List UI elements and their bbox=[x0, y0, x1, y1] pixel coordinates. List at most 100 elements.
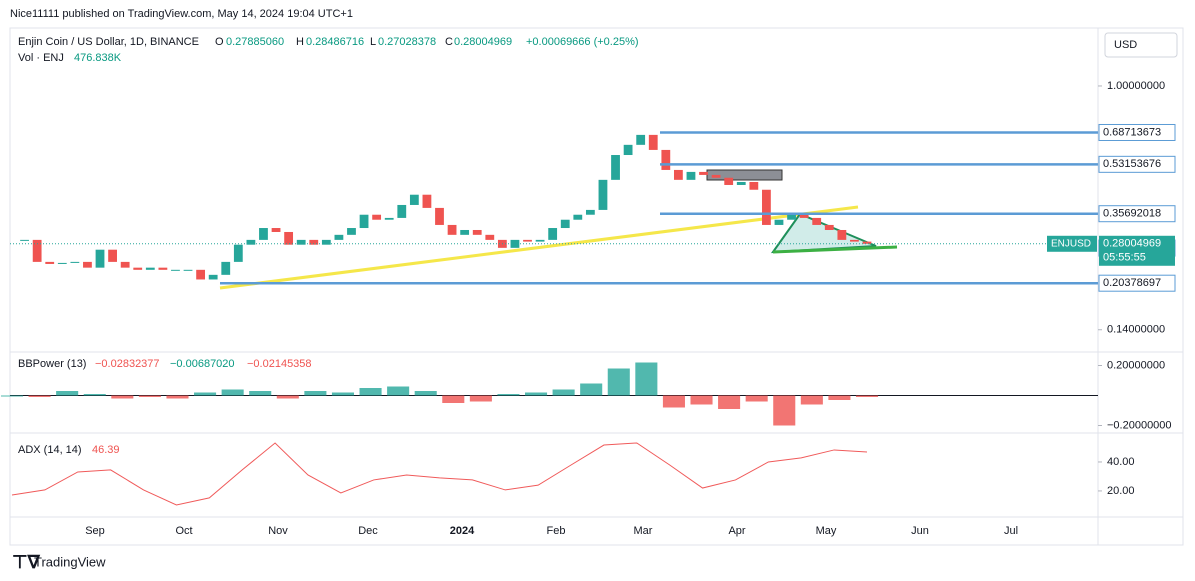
last-price-box bbox=[1099, 235, 1175, 266]
candle bbox=[271, 228, 281, 232]
bbpower-bar bbox=[745, 395, 768, 402]
candle bbox=[699, 171, 708, 175]
candle bbox=[158, 267, 168, 270]
candle bbox=[523, 239, 532, 242]
legend-o: O bbox=[215, 36, 224, 48]
bbpower-bar bbox=[828, 395, 851, 400]
candle bbox=[762, 189, 771, 225]
bbpower-bar bbox=[773, 395, 796, 426]
candle bbox=[812, 217, 822, 225]
bbpower-bar bbox=[249, 391, 272, 396]
time-label: Feb bbox=[547, 525, 566, 537]
candle bbox=[472, 229, 482, 235]
bbpower-bar bbox=[690, 395, 713, 405]
bbpower-bar bbox=[635, 362, 658, 396]
candle bbox=[83, 261, 92, 268]
candle bbox=[447, 224, 457, 235]
candle bbox=[573, 214, 583, 220]
candle bbox=[334, 234, 344, 240]
y-tick-label: −0.20000000 bbox=[1107, 419, 1172, 431]
bb-value: −0.00687020 bbox=[170, 358, 235, 370]
candle bbox=[460, 229, 470, 235]
bbpower-bar bbox=[0, 395, 24, 397]
candle bbox=[548, 228, 558, 240]
bbpower-bar bbox=[387, 386, 410, 396]
bbpower-bar bbox=[580, 383, 603, 396]
candle bbox=[296, 239, 306, 245]
candle bbox=[850, 239, 859, 242]
candle bbox=[171, 269, 180, 271]
level-label-box bbox=[1098, 155, 1176, 173]
candle bbox=[108, 249, 117, 262]
y-tick-label: 1.00000000 bbox=[1107, 80, 1165, 92]
ticker-symbol: ENJUSD bbox=[1051, 238, 1091, 249]
time-label: 2024 bbox=[450, 525, 475, 537]
support-line bbox=[772, 245, 898, 254]
candle bbox=[384, 217, 394, 220]
y-tick-label: 0.20000000 bbox=[1107, 359, 1165, 371]
time-label: Apr bbox=[728, 525, 745, 537]
candle bbox=[749, 181, 759, 190]
candle bbox=[372, 214, 382, 220]
candle bbox=[661, 149, 671, 170]
vol-label: Vol · ENJ bbox=[18, 52, 64, 64]
bbpower-bar bbox=[662, 395, 685, 408]
bbpower-bar bbox=[138, 395, 161, 397]
candle bbox=[774, 219, 784, 225]
time-label: Jul bbox=[1004, 525, 1018, 537]
candle bbox=[560, 219, 570, 229]
bbpower-bar bbox=[359, 388, 382, 396]
bbpower-bar bbox=[111, 395, 134, 399]
level-label: 0.35692018 bbox=[1103, 208, 1161, 220]
candle bbox=[636, 134, 646, 145]
legend-value: 0.28486716 bbox=[306, 36, 364, 48]
bbpower-bar bbox=[607, 368, 630, 396]
bbpower-bar bbox=[56, 391, 79, 396]
candle bbox=[284, 231, 294, 245]
time-label: Dec bbox=[358, 525, 378, 537]
time-label: Oct bbox=[175, 525, 192, 537]
candle bbox=[221, 261, 231, 275]
candle bbox=[208, 274, 218, 280]
candle bbox=[598, 179, 608, 210]
candle bbox=[70, 261, 80, 263]
bbpower-bar bbox=[718, 395, 741, 409]
bbpower-bar bbox=[276, 395, 299, 399]
time-label: Mar bbox=[634, 525, 653, 537]
candle bbox=[724, 177, 734, 185]
time-label: Sep bbox=[85, 525, 105, 537]
zone-box bbox=[706, 169, 783, 181]
candle bbox=[32, 239, 42, 262]
bb-value: −0.02145358 bbox=[247, 358, 312, 370]
level-label-box bbox=[1098, 123, 1176, 141]
candle bbox=[259, 228, 268, 240]
candle bbox=[837, 229, 847, 240]
candle bbox=[95, 249, 105, 268]
level-label: 0.20378697 bbox=[1103, 277, 1161, 289]
adx-value: 46.39 bbox=[92, 444, 120, 456]
candle bbox=[535, 239, 545, 242]
adx-line bbox=[11, 442, 868, 506]
bbpower-bar bbox=[469, 395, 492, 402]
legend-value: 0.28004969 bbox=[454, 36, 512, 48]
bbpower-bar bbox=[28, 395, 51, 397]
legend-l: L bbox=[370, 36, 376, 48]
bbpower-bar bbox=[194, 392, 217, 396]
y-tick-label: 0.14000000 bbox=[1107, 324, 1165, 336]
countdown: 05:55:55 bbox=[1103, 252, 1146, 264]
level-label: 0.53153676 bbox=[1103, 158, 1161, 170]
candle bbox=[422, 194, 432, 208]
level-label-box bbox=[1098, 274, 1176, 292]
bbpower-bar bbox=[525, 392, 548, 396]
candle bbox=[824, 224, 834, 230]
candle bbox=[611, 155, 620, 180]
candle bbox=[309, 239, 319, 245]
currency-button[interactable] bbox=[1104, 32, 1178, 58]
currency[interactable]: USD bbox=[1114, 39, 1137, 51]
time-label: May bbox=[816, 525, 837, 537]
bbpower-bar bbox=[83, 394, 106, 396]
candle bbox=[196, 269, 206, 280]
candle bbox=[623, 144, 633, 156]
bbpower-bar bbox=[855, 395, 879, 397]
candle bbox=[485, 234, 495, 240]
